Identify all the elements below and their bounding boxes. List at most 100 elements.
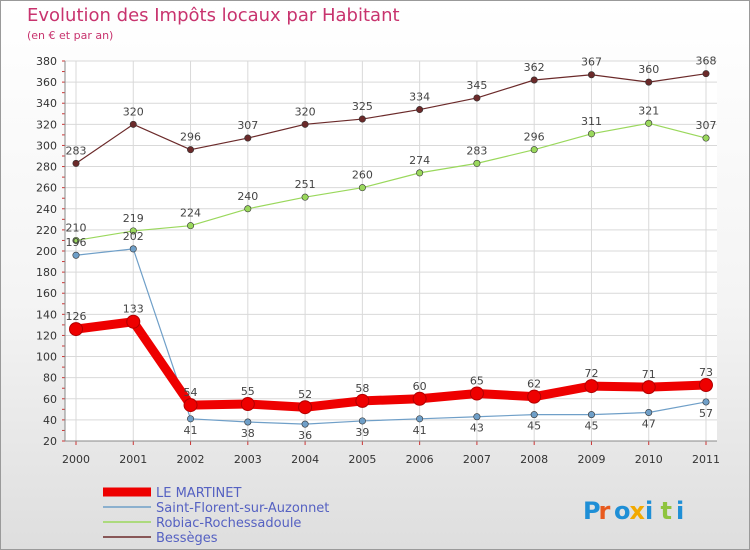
data-point <box>129 120 137 128</box>
data-label: 224 <box>180 207 201 220</box>
logo-letter: i <box>676 497 684 525</box>
data-point <box>473 159 481 167</box>
data-label: 38 <box>241 427 255 440</box>
data-point <box>301 193 309 201</box>
data-point <box>187 415 195 423</box>
data-point <box>530 76 538 84</box>
x-tick-label: 2003 <box>234 453 262 466</box>
series-line <box>75 73 707 164</box>
data-label: 55 <box>241 385 255 398</box>
data-point <box>587 71 595 79</box>
data-point <box>473 94 481 102</box>
data-label: 345 <box>466 79 487 92</box>
data-point <box>187 222 195 230</box>
data-point <box>358 184 366 192</box>
y-tick-label: 120 <box>36 329 57 342</box>
data-point <box>240 397 255 412</box>
data-point <box>301 120 309 128</box>
data-label: 41 <box>413 424 427 437</box>
data-label: 283 <box>66 144 87 157</box>
x-tick-label: 2000 <box>62 453 90 466</box>
data-label: 45 <box>584 420 598 433</box>
data-point <box>702 134 710 142</box>
data-point <box>126 314 141 329</box>
data-point <box>587 411 595 419</box>
y-tick-label: 40 <box>43 414 57 427</box>
y-tick-label: 80 <box>43 372 57 385</box>
data-label: 311 <box>581 115 602 128</box>
data-point <box>587 130 595 138</box>
data-label: 41 <box>184 424 198 437</box>
data-label: 362 <box>524 61 545 74</box>
chart-subtitle: (en € et par an) <box>27 29 114 42</box>
data-point <box>469 386 484 401</box>
data-label: 45 <box>527 420 541 433</box>
x-tick-label: 2008 <box>520 453 548 466</box>
data-label: 196 <box>66 236 87 249</box>
data-label: 72 <box>584 367 598 380</box>
data-point <box>645 119 653 127</box>
logo-letter: i <box>645 497 653 525</box>
x-tick-label: 2010 <box>635 453 663 466</box>
data-label: 320 <box>123 105 144 118</box>
data-point <box>72 251 80 259</box>
y-tick-label: 160 <box>36 287 57 300</box>
data-point <box>355 393 370 408</box>
logo-letter: t <box>661 497 672 525</box>
data-label: 296 <box>180 131 201 144</box>
data-point <box>527 389 542 404</box>
data-label: 321 <box>638 104 659 117</box>
data-label: 334 <box>409 91 430 104</box>
x-tick-label: 2009 <box>577 453 605 466</box>
data-label: 65 <box>470 375 484 388</box>
x-tick-label: 2006 <box>406 453 434 466</box>
data-label: 283 <box>466 144 487 157</box>
data-label: 52 <box>298 388 312 401</box>
y-tick-label: 100 <box>36 351 57 364</box>
series-line <box>75 317 707 412</box>
data-point <box>584 379 599 394</box>
data-point <box>244 134 252 142</box>
y-tick-label: 260 <box>36 182 57 195</box>
data-label: 274 <box>409 154 430 167</box>
data-label: 62 <box>527 378 541 391</box>
data-point <box>641 380 656 395</box>
legend-label: Robiac-Rochessadoule <box>156 516 301 531</box>
logo-letter: o <box>614 497 631 525</box>
y-tick-label: 340 <box>36 97 57 110</box>
y-tick-label: 220 <box>36 224 57 237</box>
data-point <box>473 413 481 421</box>
data-label: 73 <box>699 366 713 379</box>
data-label: 47 <box>642 418 656 431</box>
data-point <box>358 115 366 123</box>
logo-letter: x <box>630 497 646 525</box>
logo-letter: r <box>599 497 611 525</box>
chart-title: Evolution des Impôts locaux par Habitant <box>27 5 400 26</box>
data-point <box>412 391 427 406</box>
data-label: 133 <box>123 303 144 316</box>
data-point <box>187 146 195 154</box>
data-label: 296 <box>524 131 545 144</box>
y-tick-label: 140 <box>36 308 57 321</box>
x-tick-label: 2001 <box>119 453 147 466</box>
x-tick-label: 2002 <box>177 453 205 466</box>
data-point <box>702 398 710 406</box>
x-tick-label: 2011 <box>692 453 720 466</box>
data-label: 307 <box>696 119 717 132</box>
data-label: 360 <box>638 63 659 76</box>
y-tick-label: 360 <box>36 76 57 89</box>
data-label: 240 <box>237 190 258 203</box>
data-label: 320 <box>295 105 316 118</box>
legend-label: Bessèges <box>156 531 218 546</box>
data-label: 54 <box>184 386 198 399</box>
data-point <box>298 400 313 415</box>
x-tick-label: 2004 <box>291 453 319 466</box>
logo-letter: P <box>583 497 601 525</box>
data-label: 260 <box>352 169 373 182</box>
data-label: 126 <box>66 310 87 323</box>
y-tick-label: 60 <box>43 393 57 406</box>
y-tick-label: 200 <box>36 245 57 258</box>
data-point <box>645 408 653 416</box>
data-label: 57 <box>699 407 713 420</box>
